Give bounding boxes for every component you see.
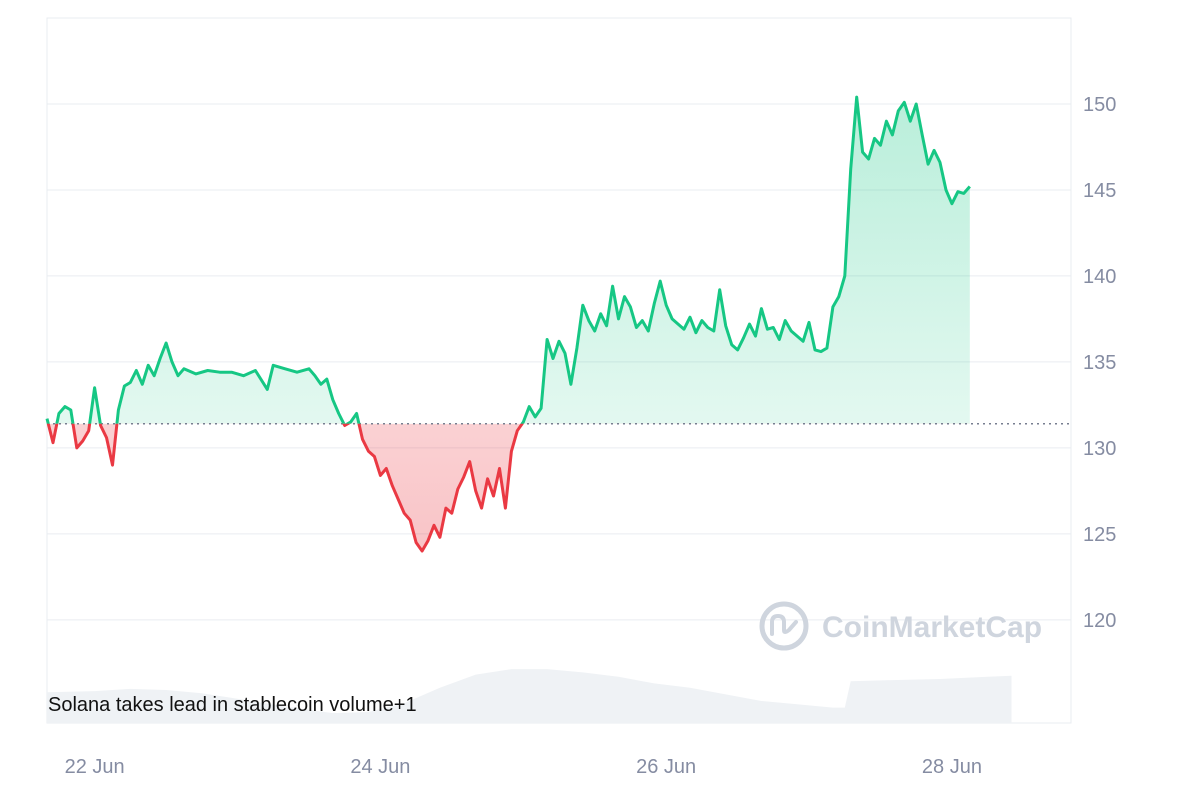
news-annotation[interactable]: Solana takes lead in stablecoin volume+1 <box>48 694 417 716</box>
watermark: CoinMarketCap <box>759 601 1042 651</box>
watermark-text: CoinMarketCap <box>822 611 1042 644</box>
x-tick-label: 22 Jun <box>65 756 125 778</box>
positive-area-fill <box>47 97 970 424</box>
negative-area-fill <box>48 423 523 551</box>
y-tick-label: 140 <box>1083 266 1116 288</box>
y-tick-label: 120 <box>1083 610 1116 632</box>
y-tick-label: 150 <box>1083 94 1116 116</box>
y-axis: 120 125 130 135 140 145 150 <box>1083 94 1116 632</box>
y-tick-label: 135 <box>1083 352 1116 374</box>
y-tick-label: 125 <box>1083 524 1116 546</box>
price-line-positive <box>45 95 971 424</box>
coinmarketcap-logo-icon <box>759 601 809 651</box>
volume-area <box>47 669 1012 723</box>
x-tick-label: 26 Jun <box>636 756 696 778</box>
x-tick-label: 24 Jun <box>350 756 410 778</box>
y-tick-label: 145 <box>1083 180 1116 202</box>
y-tick-label: 130 <box>1083 438 1116 460</box>
x-axis: 22 Jun 24 Jun 26 Jun 28 Jun <box>65 756 982 778</box>
x-tick-label: 28 Jun <box>922 756 982 778</box>
